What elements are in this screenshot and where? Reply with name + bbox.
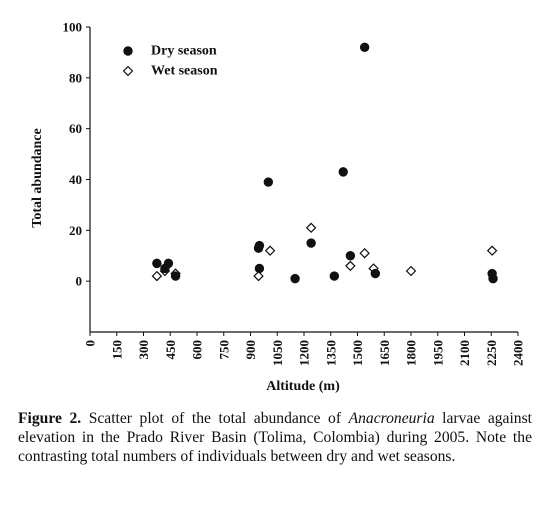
dry-season-point (329, 271, 340, 281)
legend-wet-season-marker (122, 65, 134, 77)
x-axis-title: Altitude (m) (266, 379, 340, 394)
dry-season-point (163, 258, 174, 269)
legend-dry-season-label: Dry season (151, 44, 217, 59)
x-tick-label: 1200 (297, 340, 312, 366)
dry-season-point (306, 238, 316, 248)
x-tick-label: 1950 (430, 340, 445, 366)
caption-text-after: larvae against elevation in the Prado Ri… (18, 410, 532, 465)
x-tick-label: 300 (136, 340, 151, 360)
y-tick-label: 0 (76, 274, 83, 289)
dry-season-point (254, 263, 265, 274)
dry-season-point (338, 167, 348, 177)
scatter-chart: 0 150 300 450 600 750 900 1050 1200 1350 1500 1650 1… (30, 20, 526, 395)
legend: Dry season Wet season (122, 44, 218, 79)
wet-season-point (405, 265, 417, 277)
wet-season-point (486, 245, 498, 256)
x-tick-label: 450 (163, 340, 178, 360)
legend-wet-season-label: Wet season (151, 64, 218, 79)
dry-season-point (263, 177, 274, 187)
dry-season-point (170, 271, 181, 281)
x-tick-label: 1350 (323, 340, 338, 366)
dry-season-point (359, 42, 370, 53)
wet-season-point (264, 245, 276, 256)
dry-season-point (488, 273, 498, 284)
x-axis-ticks: 0 150 300 450 600 750 900 1050 1200 1350 1500 1650 1… (83, 332, 526, 366)
dry-season-point (254, 240, 265, 251)
x-tick-label: 1650 (377, 340, 392, 366)
y-tick-label: 20 (69, 223, 82, 238)
x-tick-label: 2400 (511, 340, 526, 366)
wet-season-point (305, 222, 317, 234)
x-tick-label: 1800 (404, 340, 419, 366)
wet-season-point (359, 247, 370, 259)
x-tick-label: 750 (216, 340, 231, 360)
x-tick-label: 2100 (457, 340, 472, 366)
x-tick-label: 150 (109, 340, 124, 360)
dry-season-point (290, 273, 300, 284)
wet-season-point (345, 260, 356, 272)
caption-label: Figure 2. (18, 410, 82, 427)
x-tick-label: 2250 (484, 340, 499, 366)
dry-season-point (345, 251, 356, 261)
figure-caption: Figure 2. Scatter plot of the total abun… (18, 409, 532, 466)
y-tick-label: 40 (69, 172, 82, 187)
legend-dry-season-marker (123, 46, 133, 56)
dry-season-point (152, 258, 162, 269)
y-axis-title: Total abundance (30, 128, 45, 227)
x-tick-label: 0 (83, 340, 98, 347)
y-tick-label: 60 (69, 121, 82, 136)
x-tick-label: 900 (243, 340, 258, 360)
x-tick-label: 1500 (350, 340, 365, 366)
caption-italic-taxon: Anacroneuria (348, 410, 435, 427)
wet-season-point (151, 270, 163, 282)
y-tick-label: 100 (63, 20, 83, 35)
wet-season-point (253, 270, 264, 282)
y-tick-label: 80 (69, 70, 82, 85)
x-tick-label: 1050 (270, 340, 285, 366)
data-points (151, 42, 498, 284)
y-axis-ticks: 0 20 40 60 80 100 (63, 20, 90, 289)
x-tick-label: 600 (190, 340, 205, 360)
dry-season-point (370, 268, 381, 279)
caption-text-before: Scatter plot of the total abundance of (81, 410, 349, 427)
